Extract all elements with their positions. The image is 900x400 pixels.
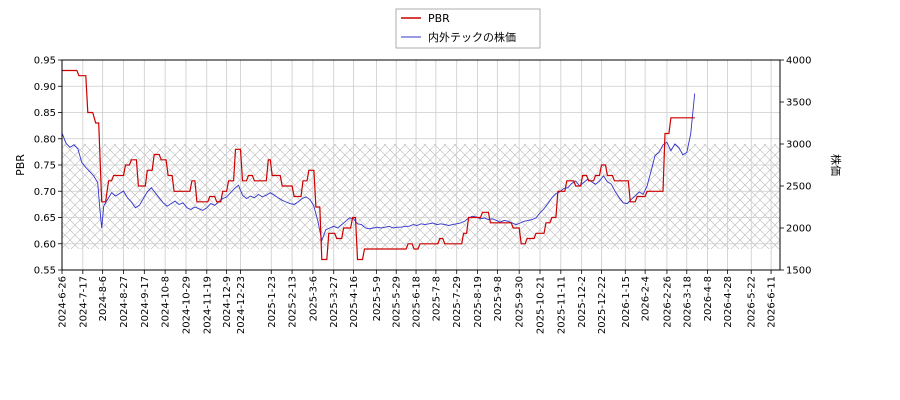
right-tick-label: 3500 <box>786 98 811 109</box>
legend-box <box>395 8 541 49</box>
x-tick-label: 2025-9-30 <box>515 276 526 328</box>
x-tick-label: 2026-5-22 <box>747 276 758 328</box>
x-tick-label: 2025-11-11 <box>556 276 567 334</box>
x-tick-label: 2025-12-2 <box>577 276 588 328</box>
legend: PBR 内外テックの株価 <box>395 8 541 49</box>
right-axis-title: 株価 <box>829 154 843 176</box>
right-tick-label: 2000 <box>786 224 811 235</box>
x-tick-label: 2025-3-27 <box>329 276 340 328</box>
shaded-band <box>62 144 780 249</box>
x-tick-label: 2026-4-8 <box>703 276 714 321</box>
x-tick-label: 2024-10-29 <box>181 276 192 334</box>
x-tick-label: 2025-9-8 <box>493 276 504 321</box>
x-tick-label: 2025-3-6 <box>308 276 319 321</box>
x-tick-label: 2025-7-8 <box>431 276 442 321</box>
x-tick-label: 2025-5-9 <box>372 276 383 321</box>
x-axis: 2024-6-26 2024-7-17 2024-8-6 2024-8-27 2024-… <box>58 270 778 334</box>
legend-label-pbr: PBR <box>428 12 450 25</box>
series-line-pbr <box>62 69 695 261</box>
x-tick-label: 2025-8-19 <box>473 276 484 328</box>
x-tick-label: 2025-2-13 <box>288 276 299 328</box>
right-tick-label: 2500 <box>786 182 811 193</box>
x-tick-label: 2025-4-16 <box>349 276 360 328</box>
x-tick-label: 2024-9-17 <box>140 276 151 328</box>
x-tick-label: 2025-6-18 <box>412 276 423 328</box>
right-tick-label: 4000 <box>786 56 811 67</box>
left-axis-title: PBR <box>14 154 27 176</box>
x-tick-label: 2024-6-26 <box>58 276 69 328</box>
left-tick-label: 0.95 <box>34 56 56 67</box>
left-axis: 0.55 0.60 0.65 0.70 0.75 0.80 0.85 0.90 0.95 <box>34 56 62 277</box>
x-tick-label: 2025-7-29 <box>452 276 463 328</box>
x-tick-label: 2025-12-22 <box>597 276 608 334</box>
right-axis: 1500 2000 2500 3000 3500 4000 <box>780 56 811 277</box>
x-tick-label: 2024-11-19 <box>202 276 213 334</box>
left-tick-label: 0.60 <box>34 239 56 250</box>
x-tick-label: 2024-10-8 <box>161 276 172 328</box>
left-tick-label: 0.75 <box>34 161 56 172</box>
x-tick-label: 2024-12-23 <box>236 276 247 334</box>
right-tick-label: 3000 <box>786 140 811 151</box>
x-tick-label: 2025-10-21 <box>536 276 547 334</box>
x-tick-label: 2025-5-29 <box>392 276 403 328</box>
x-tick-label: 2026-3-18 <box>682 276 693 328</box>
x-tick-label: 2024-7-17 <box>78 276 89 328</box>
right-tick-label: 1500 <box>786 266 811 277</box>
left-tick-label: 0.80 <box>34 134 56 145</box>
x-tick-label: 2026-1-15 <box>621 276 632 328</box>
left-tick-label: 0.90 <box>34 82 56 93</box>
left-tick-label: 0.65 <box>34 213 56 224</box>
left-tick-label: 0.70 <box>34 187 56 198</box>
left-tick-label: 0.55 <box>34 266 56 277</box>
x-tick-label: 2024-8-6 <box>98 276 109 321</box>
left-tick-label: 0.85 <box>34 108 56 119</box>
x-tick-label: 2026-2-26 <box>662 276 673 328</box>
x-tick-label: 2024-12-9 <box>222 276 233 328</box>
x-tick-label: 2026-2-4 <box>641 276 652 321</box>
legend-label-stock-price: 内外テックの株価 <box>428 30 516 44</box>
x-tick-label: 2026-4-28 <box>723 276 734 328</box>
x-tick-label: 2026-6-11 <box>767 276 778 328</box>
x-tick-label: 2024-8-27 <box>119 276 130 328</box>
x-tick-label: 2025-1-23 <box>267 276 278 328</box>
